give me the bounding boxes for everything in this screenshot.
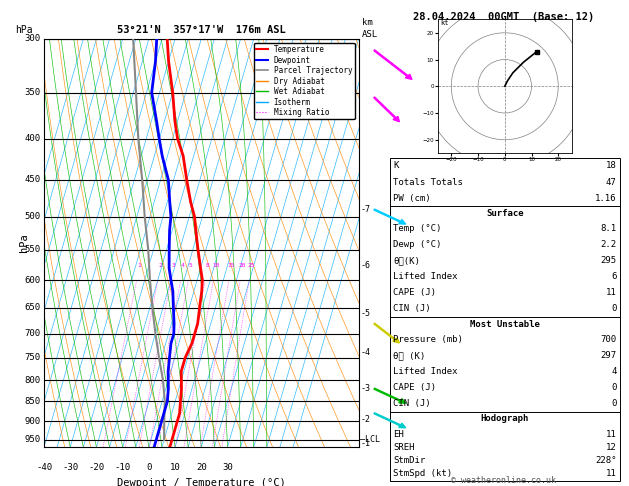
Text: 15: 15 — [227, 263, 235, 268]
Text: 0: 0 — [611, 399, 616, 408]
Text: 297: 297 — [600, 351, 616, 360]
Text: -1: -1 — [360, 439, 370, 448]
Text: SREH: SREH — [393, 443, 415, 451]
Text: Totals Totals: Totals Totals — [393, 177, 463, 187]
Text: 700: 700 — [25, 329, 41, 338]
Text: 400: 400 — [25, 135, 41, 143]
Text: StmSpd (kt): StmSpd (kt) — [393, 469, 452, 478]
Text: 300: 300 — [25, 35, 41, 43]
Text: 6: 6 — [611, 272, 616, 281]
Text: Surface: Surface — [486, 209, 523, 218]
Text: ASL: ASL — [362, 30, 378, 39]
Text: CAPE (J): CAPE (J) — [393, 383, 436, 392]
Text: Temp (°C): Temp (°C) — [393, 224, 442, 233]
Text: 1.16: 1.16 — [595, 193, 616, 203]
Text: 350: 350 — [25, 88, 41, 97]
Text: Lifted Index: Lifted Index — [393, 367, 458, 376]
Text: 800: 800 — [25, 376, 41, 384]
Text: 5: 5 — [189, 263, 192, 268]
Text: 2.2: 2.2 — [600, 240, 616, 249]
Text: hPa: hPa — [14, 25, 33, 35]
Text: StmDir: StmDir — [393, 456, 425, 465]
Text: Dewp (°C): Dewp (°C) — [393, 240, 442, 249]
Text: —LCL: —LCL — [360, 435, 380, 444]
Text: 650: 650 — [25, 303, 41, 312]
Text: 3: 3 — [172, 263, 175, 268]
Text: 1: 1 — [137, 263, 141, 268]
Text: 600: 600 — [25, 276, 41, 284]
Legend: Temperature, Dewpoint, Parcel Trajectory, Dry Adiabat, Wet Adiabat, Isotherm, Mi: Temperature, Dewpoint, Parcel Trajectory… — [254, 43, 355, 120]
Text: -2: -2 — [360, 415, 370, 424]
Text: 700: 700 — [600, 335, 616, 344]
Text: Hodograph: Hodograph — [481, 415, 529, 423]
Text: Dewpoint / Temperature (°C): Dewpoint / Temperature (°C) — [117, 478, 286, 486]
Text: 8.1: 8.1 — [600, 224, 616, 233]
Text: Lifted Index: Lifted Index — [393, 272, 458, 281]
Text: 30: 30 — [222, 464, 233, 472]
Text: 11: 11 — [606, 469, 616, 478]
Text: 2: 2 — [159, 263, 162, 268]
Text: PW (cm): PW (cm) — [393, 193, 431, 203]
Text: 11: 11 — [606, 430, 616, 439]
Text: -3: -3 — [360, 384, 370, 393]
Text: Most Unstable: Most Unstable — [470, 320, 540, 329]
Text: 950: 950 — [25, 435, 41, 444]
Text: -10: -10 — [114, 464, 131, 472]
Text: 295: 295 — [600, 256, 616, 265]
Text: kt: kt — [441, 20, 449, 26]
Text: 10: 10 — [170, 464, 181, 472]
Text: 0: 0 — [146, 464, 152, 472]
Text: 0: 0 — [611, 383, 616, 392]
Text: 25: 25 — [247, 263, 255, 268]
Text: 450: 450 — [25, 175, 41, 184]
Text: 228°: 228° — [595, 456, 616, 465]
Text: -4: -4 — [360, 348, 370, 358]
Text: EH: EH — [393, 430, 404, 439]
Text: 500: 500 — [25, 212, 41, 221]
Text: 550: 550 — [25, 245, 41, 254]
Text: -5: -5 — [360, 309, 370, 318]
Text: hPa: hPa — [19, 234, 28, 252]
Text: 47: 47 — [606, 177, 616, 187]
Text: 4: 4 — [611, 367, 616, 376]
Text: CIN (J): CIN (J) — [393, 304, 431, 313]
Text: 18: 18 — [606, 161, 616, 171]
Text: K: K — [393, 161, 399, 171]
Text: Pressure (mb): Pressure (mb) — [393, 335, 463, 344]
Text: 750: 750 — [25, 353, 41, 362]
Text: 53°21'N  357°17'W  176m ASL: 53°21'N 357°17'W 176m ASL — [117, 25, 286, 35]
Text: 20: 20 — [238, 263, 246, 268]
Text: -20: -20 — [89, 464, 104, 472]
Text: 28.04.2024  00GMT  (Base: 12): 28.04.2024 00GMT (Base: 12) — [413, 12, 594, 22]
Text: 11: 11 — [606, 288, 616, 297]
Text: -40: -40 — [36, 464, 52, 472]
Text: θᴄ(K): θᴄ(K) — [393, 256, 420, 265]
Text: 12: 12 — [606, 443, 616, 451]
Text: © weatheronline.co.uk: © weatheronline.co.uk — [451, 476, 555, 485]
Text: 850: 850 — [25, 397, 41, 406]
Text: 20: 20 — [196, 464, 207, 472]
Text: 8: 8 — [206, 263, 209, 268]
Text: 4: 4 — [181, 263, 185, 268]
Text: 0: 0 — [611, 304, 616, 313]
Text: θᴄ (K): θᴄ (K) — [393, 351, 425, 360]
Text: -6: -6 — [360, 260, 370, 270]
Text: CIN (J): CIN (J) — [393, 399, 431, 408]
Text: km: km — [362, 17, 372, 27]
Text: 900: 900 — [25, 417, 41, 426]
Text: CAPE (J): CAPE (J) — [393, 288, 436, 297]
Text: -30: -30 — [62, 464, 78, 472]
Text: 10: 10 — [212, 263, 220, 268]
Text: -7: -7 — [360, 205, 370, 214]
